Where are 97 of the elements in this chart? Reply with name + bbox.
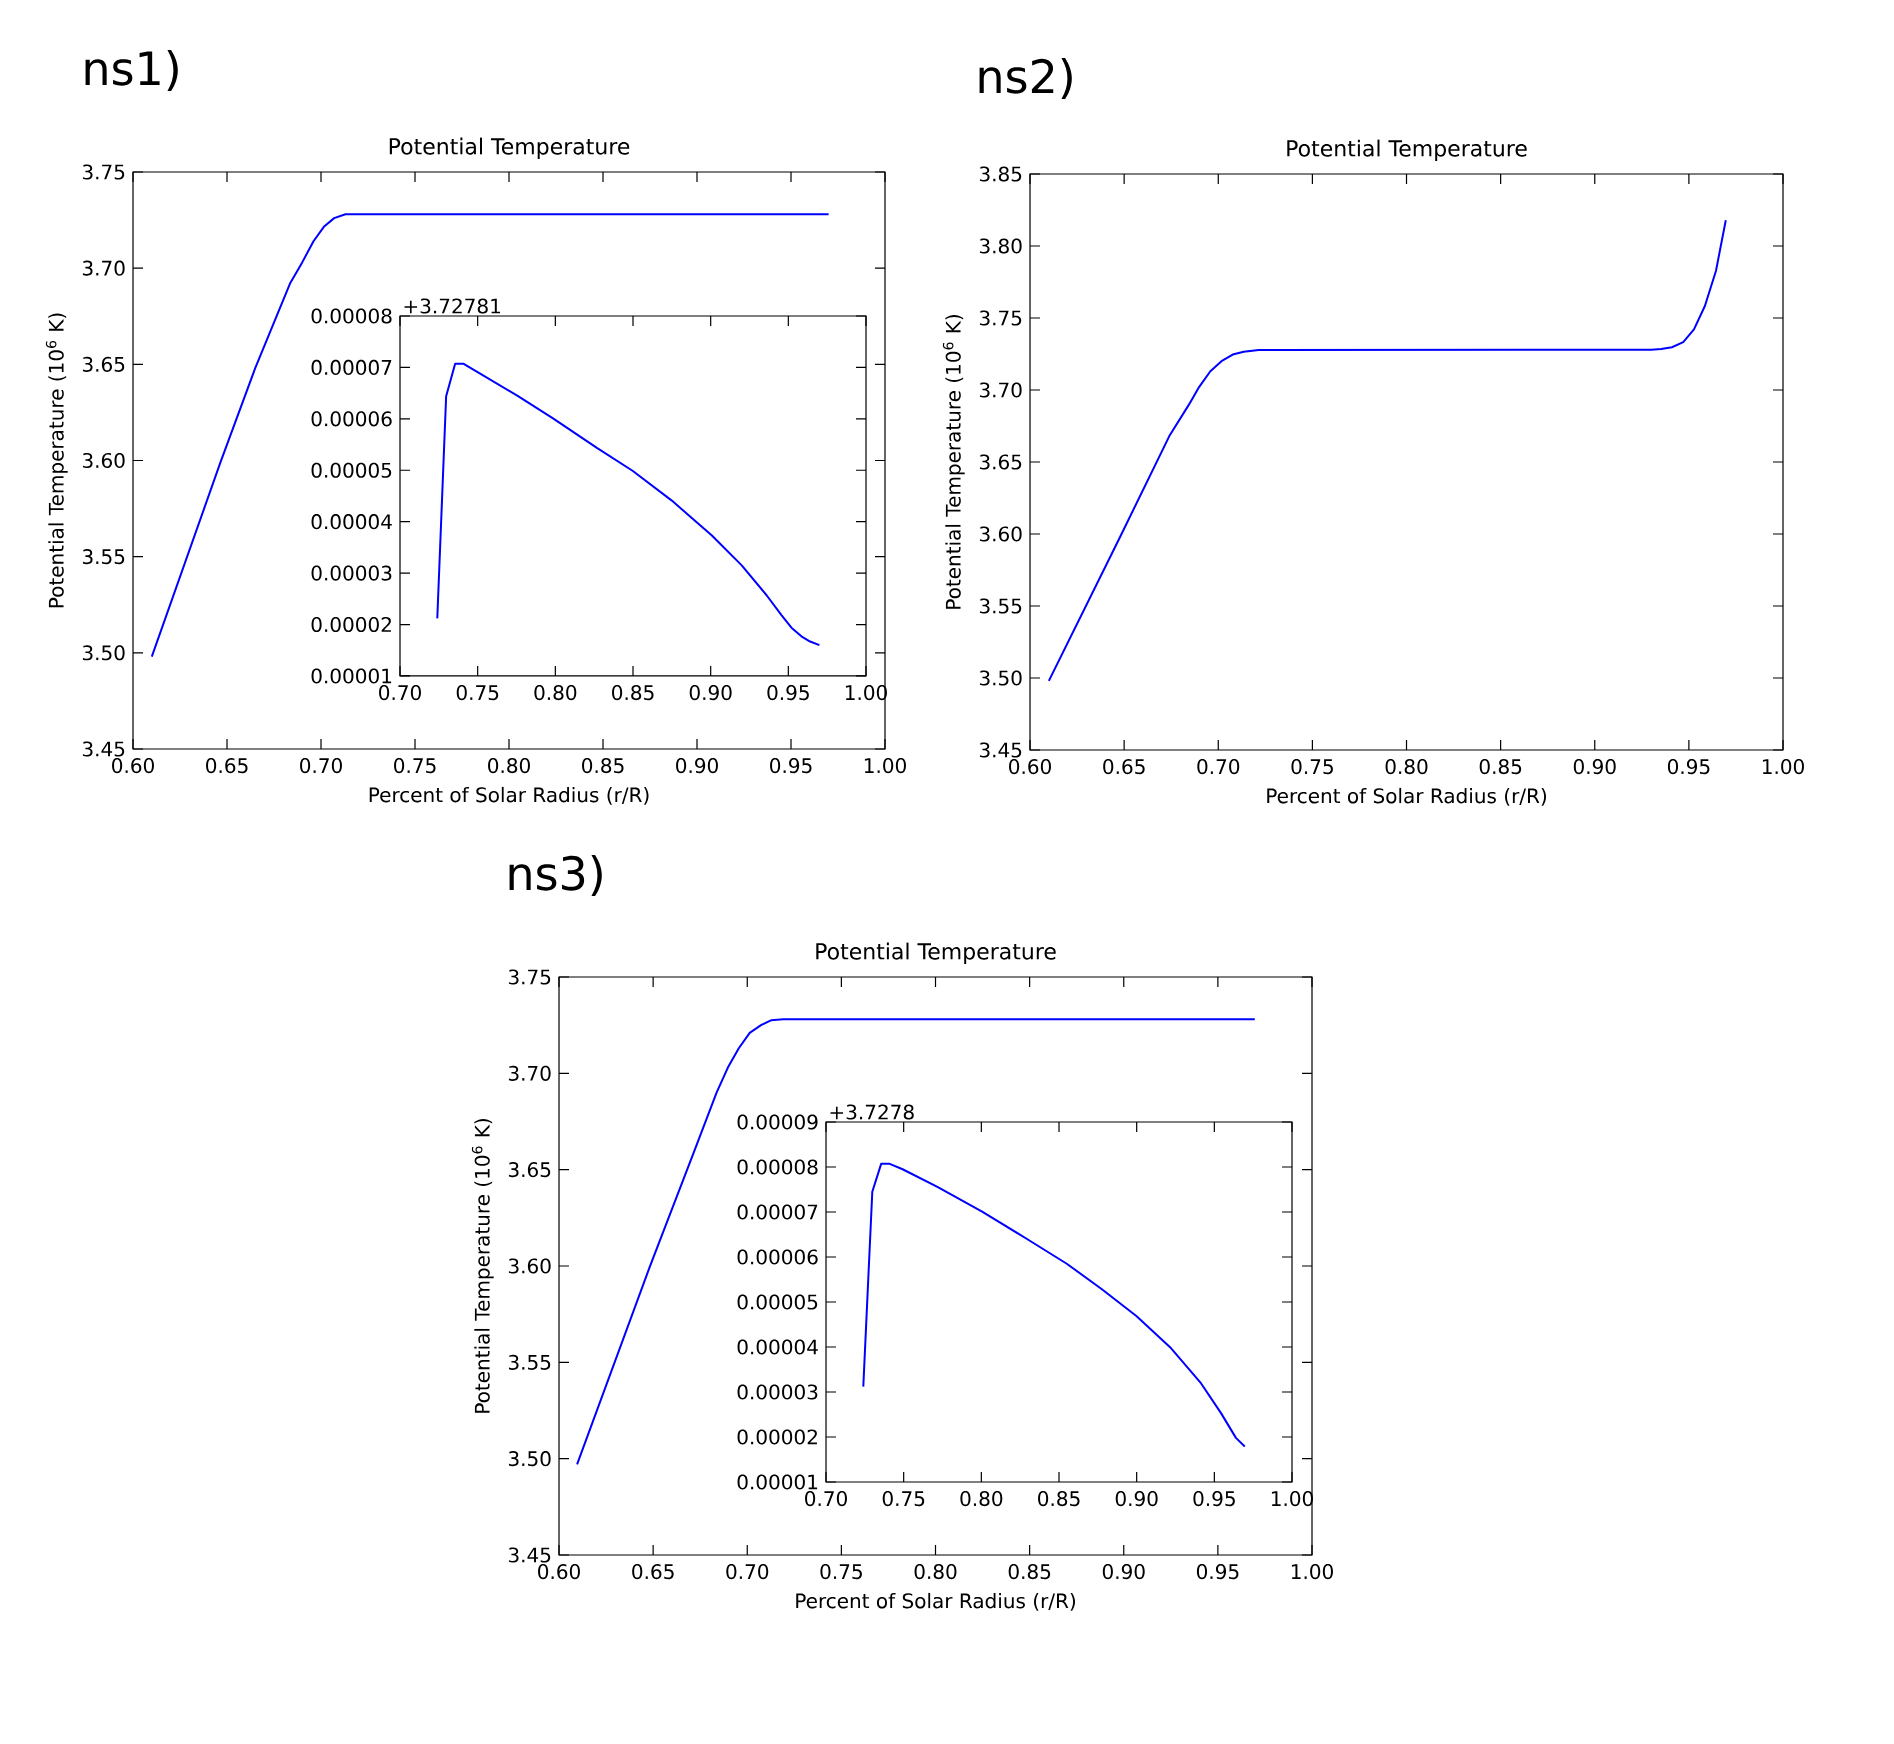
y-tick-label: 3.55 [508, 1354, 551, 1370]
x-tick-label: 0.85 [612, 685, 654, 701]
x-tick-label: 0.70 [379, 685, 421, 701]
x-tick-label: 0.70 [300, 758, 342, 774]
text: ns1) [85, 50, 178, 92]
x-tick-label: 0.65 [206, 758, 248, 774]
y-tick-label: 3.50 [82, 645, 125, 661]
y-tick-label: 0.00005 [737, 1294, 818, 1310]
x-tick-label: 0.95 [1193, 1491, 1235, 1507]
y-tick-label: 3.65 [508, 1162, 551, 1178]
x-tick-label: 0.85 [1479, 759, 1522, 775]
x-tick-label: 0.70 [1197, 759, 1240, 775]
x-tick-label: 1.00 [1762, 759, 1804, 775]
y-tick-label: 0.00002 [311, 616, 391, 633]
x-tick-label: 0.70 [805, 1491, 847, 1507]
y-tick-label: 3.80 [979, 238, 1022, 254]
y-tick-label: 3.45 [508, 1547, 551, 1563]
y-tick-label: 0.00009 [737, 1114, 818, 1130]
x-tick-label: 0.60 [1009, 759, 1051, 775]
x-tick-label: 1.00 [864, 758, 906, 774]
y-tick-label: 3.85 [979, 166, 1022, 182]
y-tick-label: 3.50 [508, 1451, 551, 1467]
x-tick-label: 0.75 [456, 685, 499, 701]
x-tick-label: 0.80 [1385, 759, 1428, 775]
chart-title: Potential Temperature [389, 137, 630, 159]
x-tick-label: 0.75 [820, 1564, 862, 1580]
annotation: +3.72781 [404, 298, 501, 314]
y-tick-label: 0.00002 [737, 1429, 817, 1445]
y-tick-label: 3.65 [979, 454, 1022, 470]
chart-title: Potential Temperature [816, 942, 1056, 964]
x-tick-label: 0.65 [1103, 759, 1145, 775]
y-axis-title: Potential Temperature (10$^{6}$ K) [942, 314, 965, 609]
x-tick-label: 0.85 [1008, 1564, 1051, 1580]
y-tick-label: 0.00001 [311, 668, 392, 684]
x-axis-title: Percent of Solar Radius (r/R) [1267, 787, 1547, 806]
x-tick-label: 0.75 [1291, 759, 1333, 775]
line-series [436, 362, 821, 647]
y-tick-label: 0.00006 [737, 1249, 818, 1265]
y-tick-label: 0.00005 [311, 462, 392, 478]
y-tick-label: 3.45 [82, 741, 125, 757]
x-tick-label: 0.90 [1102, 1564, 1145, 1580]
x-tick-label: 0.80 [488, 758, 530, 774]
text: ns3) [509, 855, 602, 897]
x-tick-label: 0.60 [112, 758, 154, 774]
y-tick-label: 3.70 [82, 260, 125, 276]
x-tick-label: 0.85 [582, 758, 624, 774]
annotation: +3.7278 [830, 1104, 914, 1120]
y-tick-label: 0.00008 [737, 1159, 818, 1175]
x-tick-label: 0.90 [1573, 759, 1616, 775]
y-tick-label: 0.00003 [737, 1384, 818, 1400]
y-tick-label: 0.00001 [737, 1474, 818, 1490]
x-tick-label: 0.70 [726, 1564, 769, 1580]
x-tick-label: 1.00 [1291, 1564, 1333, 1580]
y-tick-label: 3.45 [979, 742, 1022, 758]
x-tick-label: 0.65 [632, 1564, 674, 1580]
y-axis-title: Potential Temperature (10$^{6}$ K) [45, 313, 68, 608]
y-tick-label: 3.65 [82, 356, 125, 372]
y-tick-label: 0.00007 [737, 1204, 818, 1220]
y-tick-label: 0.00004 [311, 514, 392, 530]
chart-title: Potential Temperature [1287, 139, 1527, 161]
y-tick-label: 3.60 [82, 452, 125, 469]
y-tick-label: 3.75 [979, 310, 1022, 326]
y-tick-label: 0.00003 [311, 565, 392, 581]
x-axis-title: Percent of Solar Radius (r/R) [796, 1592, 1076, 1611]
text: ns2) [979, 58, 1072, 100]
x-tick-label: 0.95 [1196, 1564, 1239, 1580]
y-tick-label: 3.75 [508, 969, 551, 985]
x-tick-label: 0.80 [914, 1564, 957, 1580]
y-axis-title: Potential Temperature (10$^{6}$ K) [471, 1118, 494, 1413]
x-tick-label: 0.95 [767, 685, 809, 701]
x-tick-label: 0.80 [534, 685, 577, 701]
y-tick-label: 0.00006 [311, 411, 392, 427]
y-tick-label: 3.75 [82, 164, 125, 180]
x-tick-label: 0.60 [538, 1564, 580, 1580]
y-tick-label: 3.60 [979, 526, 1022, 542]
y-tick-label: 3.70 [508, 1065, 551, 1081]
x-axis-title: Percent of Solar Radius (r/R) [369, 786, 649, 805]
y-tick-label: 0.00004 [737, 1339, 818, 1355]
line-series [576, 1018, 1256, 1466]
y-tick-label: 3.50 [979, 670, 1022, 686]
y-tick-label: 0.00008 [311, 308, 392, 324]
x-tick-label: 0.90 [689, 685, 732, 701]
x-tick-label: 0.90 [1115, 1491, 1158, 1507]
y-tick-label: 3.60 [508, 1258, 551, 1274]
line-series [1047, 219, 1727, 682]
y-tick-label: 3.55 [82, 549, 125, 565]
x-tick-label: 0.95 [1667, 759, 1710, 775]
x-tick-label: 0.95 [770, 758, 812, 774]
line-series [862, 1162, 1246, 1448]
y-tick-label: 3.55 [979, 598, 1022, 614]
y-tick-label: 3.70 [979, 382, 1022, 398]
x-tick-label: 0.90 [676, 758, 718, 774]
x-tick-label: 0.75 [394, 758, 436, 774]
y-tick-label: 0.00007 [311, 359, 392, 375]
x-tick-label: 0.80 [960, 1491, 1003, 1507]
x-tick-label: 0.75 [882, 1491, 925, 1507]
x-tick-label: 0.85 [1038, 1491, 1080, 1507]
